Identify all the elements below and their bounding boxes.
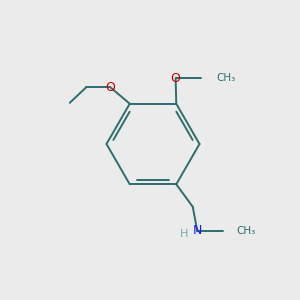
Text: H: H	[180, 229, 188, 239]
Text: O: O	[105, 81, 115, 94]
Text: CH₃: CH₃	[216, 73, 236, 83]
Text: CH₃: CH₃	[236, 226, 256, 236]
Text: O: O	[171, 72, 181, 85]
Text: N: N	[193, 224, 202, 237]
